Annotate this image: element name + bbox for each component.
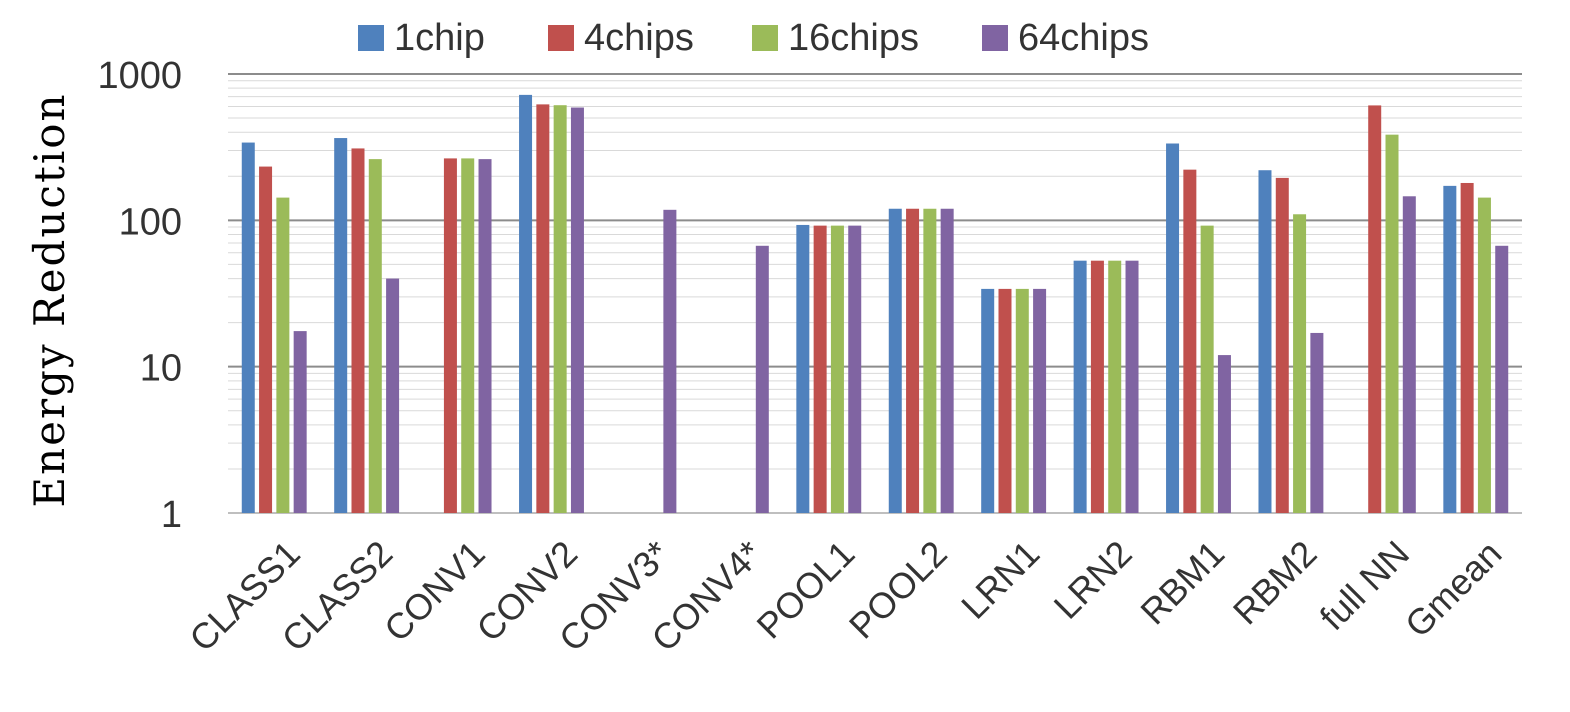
bar-1chip-class1 bbox=[241, 142, 255, 514]
bar-4chips-pool2 bbox=[906, 208, 920, 514]
bar-4chips-lrn2 bbox=[1090, 260, 1104, 513]
legend-item-4chips: 4chips bbox=[548, 14, 694, 62]
bar-1chip-rbm1 bbox=[1166, 143, 1180, 513]
legend-label-1chip: 1chip bbox=[394, 16, 485, 59]
bar-1chip-conv2 bbox=[519, 94, 533, 513]
bar-4chips-class1 bbox=[259, 166, 273, 514]
bar-64chips-pool2 bbox=[940, 208, 954, 514]
bar-64chips-full-nn bbox=[1402, 196, 1416, 514]
bar-16chips-rbm1 bbox=[1200, 225, 1214, 513]
bar-64chips-conv1 bbox=[478, 159, 492, 513]
legend-item-64chips: 64chips bbox=[982, 14, 1149, 62]
bar-16chips-class2 bbox=[368, 159, 382, 513]
bar-16chips-lrn1 bbox=[1015, 288, 1029, 513]
bar-64chips-conv3- bbox=[663, 209, 677, 513]
bar-64chips-class1 bbox=[293, 331, 307, 513]
bar-4chips-lrn1 bbox=[998, 288, 1012, 513]
bar-1chip-class2 bbox=[334, 138, 348, 513]
bar-64chips-rbm2 bbox=[1310, 332, 1324, 513]
bar-16chips-pool1 bbox=[830, 225, 844, 513]
bar-64chips-class2 bbox=[386, 278, 400, 513]
bar-64chips-conv4- bbox=[755, 245, 769, 513]
legend-swatch-4chips bbox=[548, 25, 574, 51]
bar-64chips-gmean bbox=[1495, 245, 1509, 513]
legend: 1chip 4chips 16chips 64chips bbox=[0, 14, 1570, 62]
y-axis-ticks: 1 10 100 1000 bbox=[97, 55, 182, 536]
bar-1chip-gmean bbox=[1443, 185, 1457, 513]
bar-4chips-rbm2 bbox=[1275, 177, 1289, 513]
bar-4chips-conv2 bbox=[536, 104, 550, 514]
legend-label-64chips: 64chips bbox=[1018, 16, 1149, 59]
bar-64chips-lrn1 bbox=[1033, 288, 1047, 513]
x-tick-label: full NN bbox=[1312, 533, 1417, 638]
bar-16chips-gmean bbox=[1477, 197, 1491, 514]
legend-swatch-64chips bbox=[982, 25, 1008, 51]
bar-16chips-conv1 bbox=[461, 158, 475, 513]
bar-4chips-conv1 bbox=[443, 158, 457, 513]
bar-64chips-conv2 bbox=[570, 107, 584, 514]
bar-16chips-conv2 bbox=[553, 105, 567, 513]
bar-16chips-lrn2 bbox=[1108, 260, 1122, 513]
bar-16chips-rbm2 bbox=[1293, 214, 1307, 514]
y-tick-label: 1 bbox=[161, 494, 182, 536]
bar-1chip-lrn2 bbox=[1073, 260, 1087, 513]
bar-1chip-rbm2 bbox=[1258, 170, 1272, 514]
x-tick-label: LRN1 bbox=[953, 533, 1047, 627]
bar-4chips-pool1 bbox=[813, 225, 827, 513]
major-gridlines bbox=[228, 73, 1522, 514]
bar-64chips-lrn2 bbox=[1125, 260, 1139, 513]
legend-item-16chips: 16chips bbox=[752, 14, 919, 62]
legend-label-4chips: 4chips bbox=[584, 16, 694, 59]
legend-label-16chips: 16chips bbox=[788, 16, 919, 59]
bar-16chips-full-nn bbox=[1385, 134, 1399, 513]
x-axis-ticks: CLASS1CLASS2CONV1CONV2CONV3*CONV4*POOL1P… bbox=[181, 533, 1509, 660]
y-tick-label: 100 bbox=[119, 201, 182, 243]
x-tick-label: POOL1 bbox=[749, 533, 863, 647]
x-tick-label: CONV1 bbox=[376, 533, 493, 650]
bar-4chips-rbm1 bbox=[1183, 169, 1197, 514]
legend-item-1chip: 1chip bbox=[358, 14, 485, 62]
bar-1chip-lrn1 bbox=[981, 288, 995, 513]
minor-gridlines bbox=[228, 80, 1522, 470]
bar-4chips-class2 bbox=[351, 148, 365, 514]
y-tick-label: 10 bbox=[140, 348, 182, 390]
x-tick-label: RBM1 bbox=[1132, 533, 1232, 633]
y-axis-label: Energy Reduction bbox=[25, 92, 74, 507]
bar-1chip-pool1 bbox=[796, 224, 810, 514]
bar-4chips-gmean bbox=[1460, 182, 1474, 513]
x-tick-label: Gmean bbox=[1397, 533, 1509, 645]
legend-swatch-16chips bbox=[752, 25, 778, 51]
x-tick-label: LRN2 bbox=[1046, 533, 1140, 627]
bar-4chips-full-nn bbox=[1368, 105, 1382, 514]
x-tick-label: POOL2 bbox=[841, 533, 955, 647]
y-tick-label: 1000 bbox=[97, 55, 182, 97]
legend-swatch-1chip bbox=[358, 25, 384, 51]
bar-16chips-pool2 bbox=[923, 208, 937, 514]
bar-64chips-rbm1 bbox=[1217, 355, 1231, 513]
bar-1chip-pool2 bbox=[888, 208, 902, 514]
bar-16chips-class1 bbox=[276, 197, 290, 514]
bar-64chips-pool1 bbox=[848, 225, 862, 513]
x-tick-label: RBM2 bbox=[1225, 533, 1325, 633]
bars bbox=[241, 94, 1509, 514]
